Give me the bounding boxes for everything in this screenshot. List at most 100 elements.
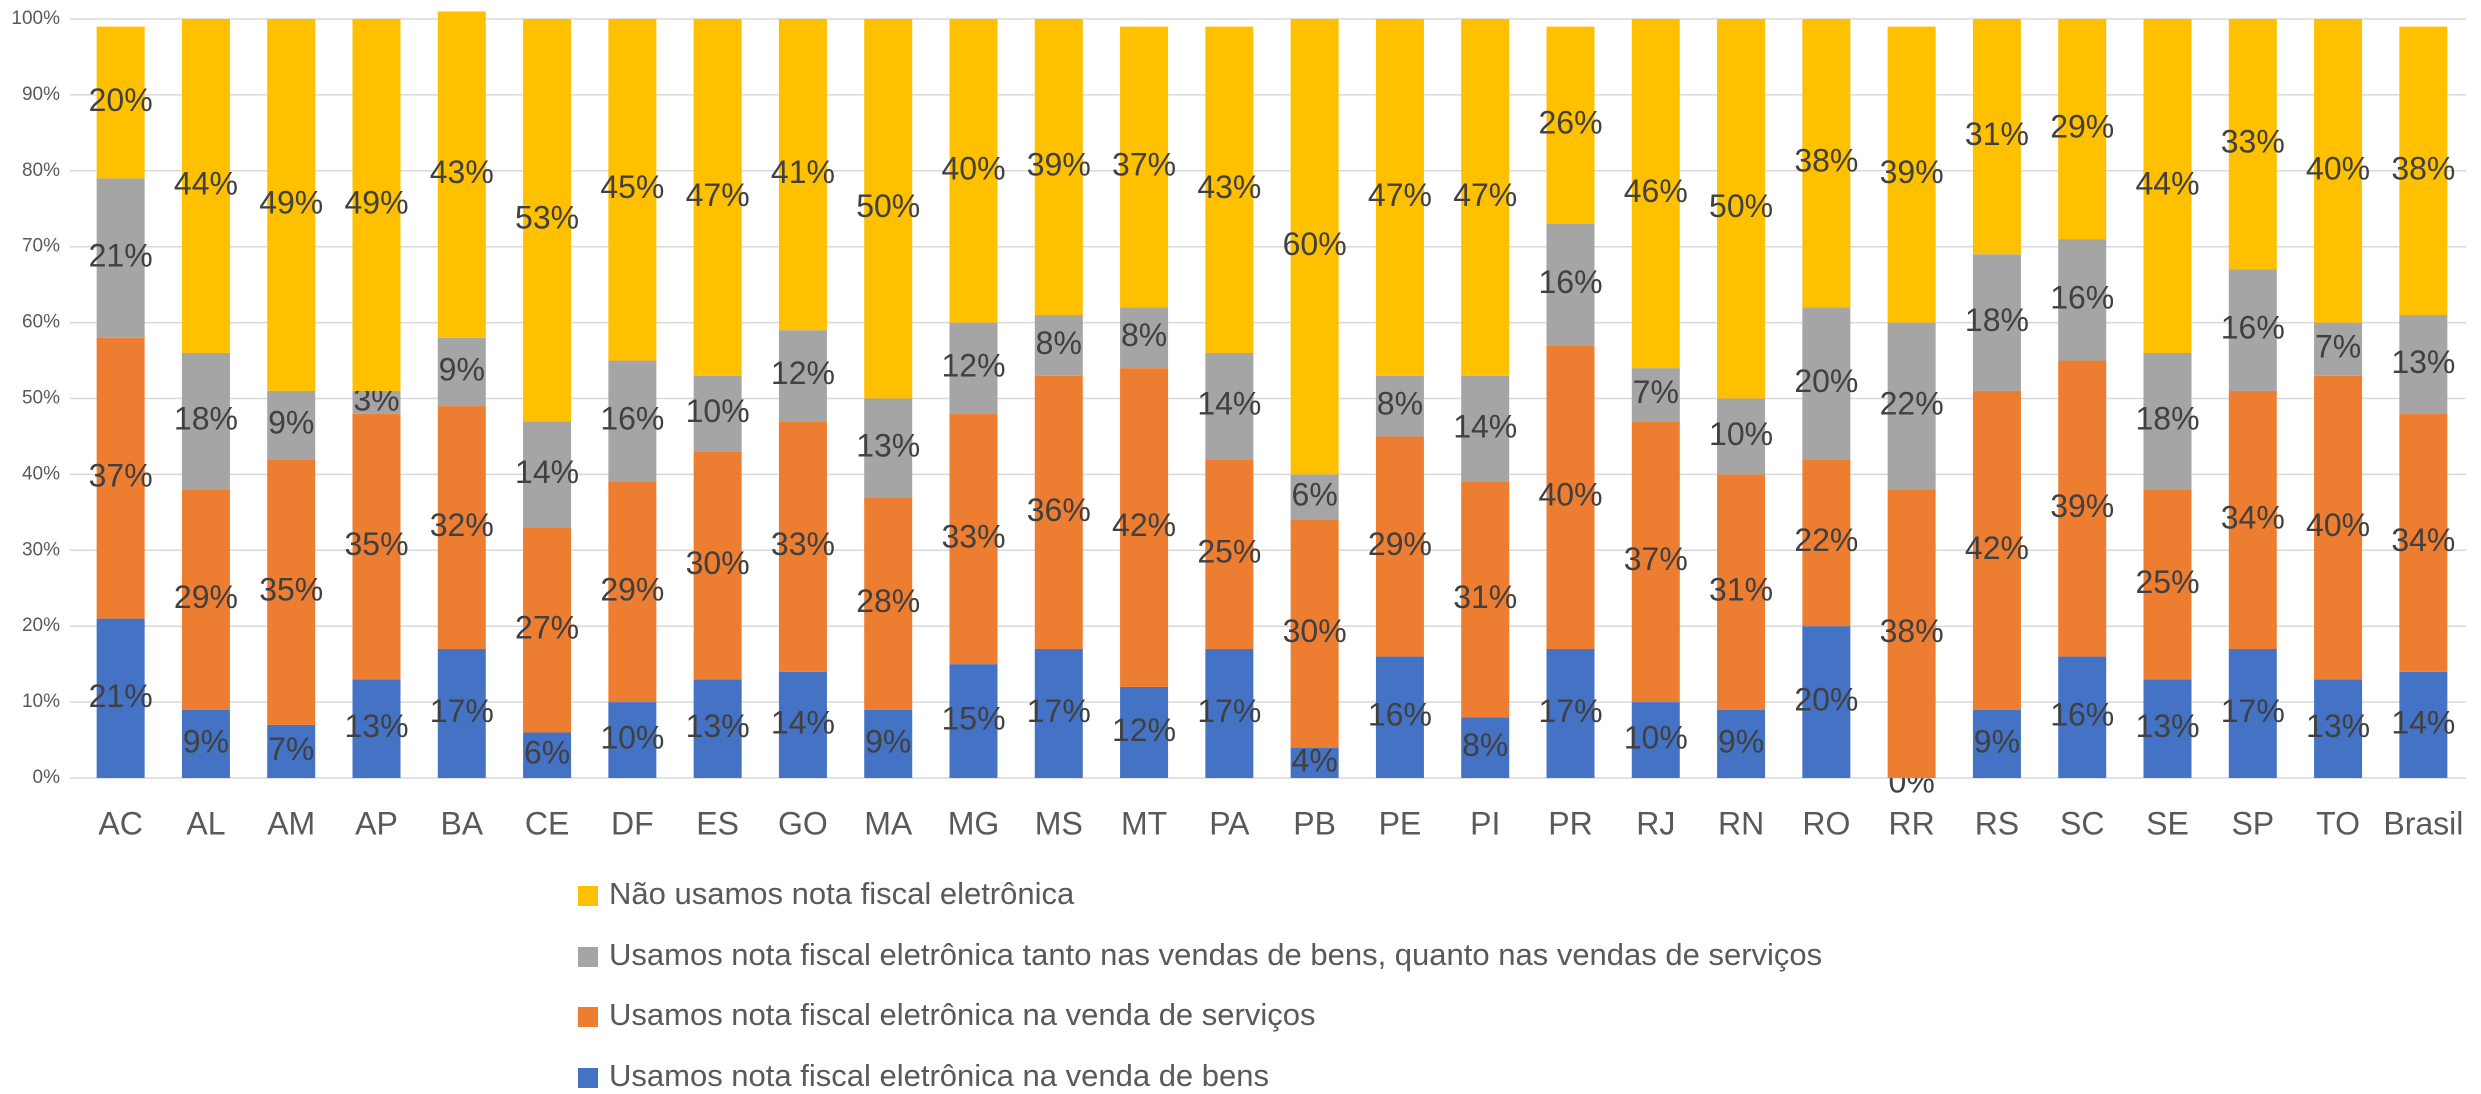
data-label: 10% [1624, 720, 1688, 756]
data-label: 8% [1462, 727, 1508, 763]
data-label: 16% [2221, 310, 2285, 346]
x-tick-label: RR [1889, 805, 1935, 841]
data-label: 18% [1965, 302, 2029, 338]
data-label: 44% [2135, 165, 2199, 201]
x-tick-label: Brasil [2383, 805, 2463, 841]
y-tick-label: 60% [22, 312, 60, 333]
y-tick-label: 100% [11, 8, 60, 29]
data-label: 39% [1880, 154, 1944, 190]
bar-segment [1375, 656, 1424, 778]
bar-segment [1205, 648, 1254, 778]
data-label: 17% [1197, 693, 1261, 729]
legend-label: Usamos nota fiscal eletrônica tanto nas … [609, 937, 1822, 972]
bar-segment [2143, 352, 2192, 490]
bar-segment [1290, 747, 1339, 778]
x-tick-label: ES [696, 805, 739, 841]
data-label: 38% [1794, 143, 1858, 179]
data-label: 29% [600, 571, 664, 607]
data-label: 41% [771, 154, 835, 190]
data-label: 20% [89, 82, 153, 118]
data-label: 31% [1709, 571, 1773, 607]
bar-segment [2228, 19, 2277, 270]
bar-segment [949, 19, 998, 323]
x-tick-label: GO [778, 805, 828, 841]
x-tick-label: AP [355, 805, 398, 841]
legend-label: Não usamos nota fiscal eletrônica [609, 876, 1075, 911]
bar-segment [1120, 368, 1169, 687]
bar-segment [1205, 352, 1254, 460]
data-label: 30% [686, 545, 750, 581]
y-tick-label: 20% [22, 615, 60, 636]
bar-segment [1631, 421, 1680, 703]
bar-segment [1461, 717, 1510, 778]
data-label: 13% [856, 427, 920, 463]
bar-segment [608, 702, 657, 778]
data-label: 9% [183, 723, 229, 759]
bar-segment [1375, 436, 1424, 657]
data-label: 44% [174, 165, 238, 201]
data-label: 9% [865, 723, 911, 759]
data-label: 46% [1624, 173, 1688, 209]
data-label: 50% [1709, 188, 1773, 224]
bar-segment [1717, 398, 1766, 475]
bar-segment [267, 459, 316, 725]
x-tick-label: PR [1548, 805, 1592, 841]
bar-segment [1802, 626, 1851, 778]
legend-swatch [578, 947, 598, 967]
bar-segment [2399, 315, 2448, 414]
data-label: 8% [1036, 325, 1082, 361]
bar-segment [778, 19, 827, 331]
y-tick-label: 40% [22, 463, 60, 484]
bar-segment [267, 19, 316, 391]
data-label: 33% [941, 518, 1005, 554]
bar-segment [1461, 19, 1510, 376]
legend-swatch [578, 1068, 598, 1088]
bar-segment [523, 527, 572, 733]
data-label: 39% [1027, 146, 1091, 182]
bar-segment [523, 421, 572, 528]
bar-segment [1290, 474, 1339, 520]
data-label: 34% [2221, 499, 2285, 535]
bar-segment [437, 648, 486, 778]
bar-segment [1034, 375, 1083, 649]
y-tick-label: 70% [22, 236, 60, 257]
data-label: 13% [686, 708, 750, 744]
data-label: 10% [1709, 416, 1773, 452]
data-label: 6% [1292, 477, 1338, 513]
bar-segment [1120, 686, 1169, 778]
bar-segment [2314, 19, 2363, 323]
data-label: 12% [1112, 712, 1176, 748]
data-label: 36% [1027, 492, 1091, 528]
data-label: 16% [1368, 697, 1432, 733]
bar-segment [1120, 307, 1169, 369]
bar-segment [2143, 679, 2192, 778]
data-label: 42% [1112, 507, 1176, 543]
bar-segment [693, 19, 742, 376]
data-label: 8% [1121, 317, 1167, 353]
data-label: 14% [515, 454, 579, 490]
bar-segment [949, 413, 998, 665]
bar-segment [1461, 375, 1510, 482]
bar-segment [1546, 223, 1595, 346]
bar-segment [1972, 19, 2021, 255]
data-label: 29% [174, 579, 238, 615]
bar-segment [1802, 459, 1851, 627]
x-tick-label: RS [1975, 805, 2019, 841]
data-label: 40% [941, 150, 1005, 186]
data-label: 31% [1453, 579, 1517, 615]
bar-segment [96, 337, 145, 619]
legend-label: Usamos nota fiscal eletrônica na venda d… [609, 997, 1315, 1032]
bar-segment [1631, 368, 1680, 422]
bar-segment [352, 390, 401, 414]
bar-segment [2058, 656, 2107, 778]
data-label: 17% [1027, 693, 1091, 729]
bar-segment [1290, 19, 1339, 475]
bar-segment [1034, 648, 1083, 778]
x-tick-label: RJ [1636, 805, 1675, 841]
data-label: 35% [259, 571, 323, 607]
data-label: 29% [2050, 109, 2114, 145]
bar-segment [1546, 648, 1595, 778]
bar-segment [437, 11, 486, 338]
bar-segment [352, 19, 401, 391]
